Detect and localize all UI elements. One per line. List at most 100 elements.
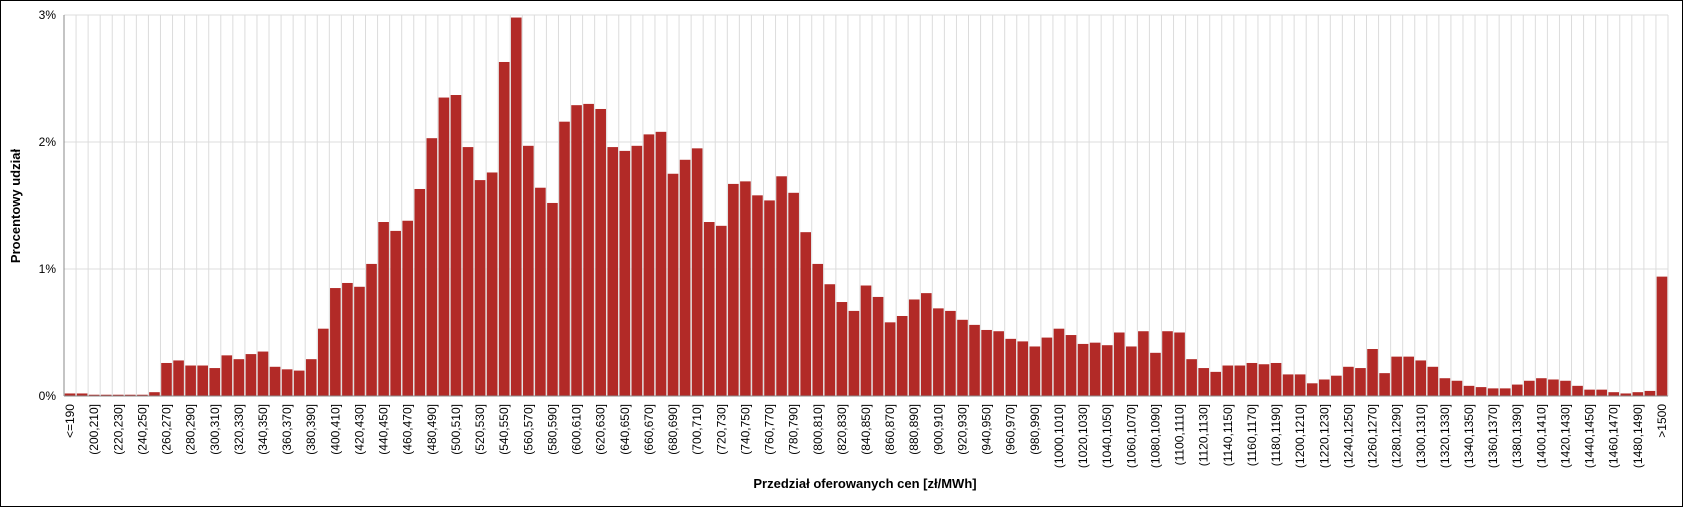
x-tick-label: (680,690] xyxy=(666,404,680,455)
x-tick-label: (1320,1330] xyxy=(1438,404,1452,468)
y-tick-label: 1% xyxy=(39,262,57,276)
x-tick-label: (1000,1010] xyxy=(1052,404,1066,468)
bar xyxy=(1644,390,1656,396)
x-tick-label: (1460,1470] xyxy=(1607,404,1621,468)
x-tick-label: (380,390] xyxy=(304,404,318,455)
bar xyxy=(462,147,474,396)
bar xyxy=(715,225,727,396)
x-tick-label: (460,470] xyxy=(401,404,415,455)
bar xyxy=(1560,380,1571,396)
x-tick-label: (520,530] xyxy=(473,404,487,455)
x-tick-label: (1020,1030] xyxy=(1076,404,1090,468)
x-tick-label: (340,350] xyxy=(256,404,270,455)
x-tick-label: (500,510] xyxy=(449,404,463,455)
x-tick-label: (1080,1090] xyxy=(1148,404,1162,468)
bar xyxy=(1427,366,1439,396)
bar xyxy=(125,394,136,396)
bar xyxy=(1475,387,1487,396)
bar xyxy=(523,145,534,396)
bar xyxy=(679,159,691,396)
x-tick-label: (440,450] xyxy=(377,404,391,455)
x-tick-label: (1040,1050] xyxy=(1100,404,1114,468)
bar xyxy=(112,394,124,396)
x-axis-label: Przedział oferowanych cen [zł/MWh] xyxy=(753,476,976,491)
x-tick-label: (540,550] xyxy=(497,404,511,455)
bar xyxy=(1463,385,1475,396)
bar xyxy=(1596,389,1607,396)
bar xyxy=(1270,362,1282,396)
bar xyxy=(619,150,631,396)
bar xyxy=(896,315,908,396)
x-tick-label: (840,850] xyxy=(859,404,873,455)
bar xyxy=(920,293,932,396)
x-tick-label: (280,290] xyxy=(184,404,198,455)
x-tick-label: (700,710] xyxy=(690,404,704,455)
x-tick-label: (980,990] xyxy=(1028,404,1042,455)
bar xyxy=(631,145,643,396)
x-tick-label: (620,630] xyxy=(594,404,608,455)
bar xyxy=(450,95,462,396)
bar xyxy=(1222,365,1234,396)
x-tick-label: (300,310] xyxy=(208,404,222,455)
bar xyxy=(1391,356,1402,396)
bar xyxy=(860,285,872,396)
x-tick-label: (1180,1190] xyxy=(1269,404,1283,466)
bar xyxy=(1499,388,1511,396)
x-tick-label: (1380,1390] xyxy=(1510,404,1524,468)
bar xyxy=(426,138,438,396)
x-tick-label: (1260,1270] xyxy=(1366,404,1380,468)
bar xyxy=(1210,371,1222,396)
bar xyxy=(1367,349,1378,396)
bar xyxy=(1041,337,1053,396)
bar xyxy=(655,131,667,396)
x-tick-label: (1340,1350] xyxy=(1462,404,1476,468)
x-tick-label: (780,790] xyxy=(787,404,801,455)
bar xyxy=(945,310,956,396)
bar xyxy=(1548,379,1559,396)
bar xyxy=(390,230,401,396)
x-tick-label: (580,590] xyxy=(545,404,559,455)
x-tick-label: (900,910] xyxy=(931,404,945,455)
x-tick-label: (220,230] xyxy=(111,404,125,455)
bar xyxy=(643,134,655,396)
bar xyxy=(1198,368,1209,396)
bar xyxy=(1029,346,1041,396)
x-tick-label: (920,930] xyxy=(955,404,969,455)
bar xyxy=(1403,356,1415,396)
bar xyxy=(1174,332,1185,396)
bar xyxy=(305,359,317,396)
bar xyxy=(1294,374,1306,396)
bar xyxy=(1005,338,1017,396)
bar xyxy=(257,351,269,396)
bar xyxy=(281,369,293,396)
bar xyxy=(583,103,594,397)
bar xyxy=(88,394,100,396)
bar xyxy=(317,328,329,396)
bar xyxy=(993,331,1004,396)
x-tick-label: (740,750] xyxy=(738,404,752,455)
x-tick-label: (320,330] xyxy=(232,404,246,455)
bar xyxy=(595,108,606,396)
bar xyxy=(1511,384,1523,396)
x-tick-label: (660,670] xyxy=(642,404,656,455)
x-tick-label: (720,730] xyxy=(714,404,728,455)
bar xyxy=(535,187,546,396)
bar xyxy=(1415,360,1427,396)
bar xyxy=(1439,378,1451,396)
x-tick-label: (1400,1410] xyxy=(1534,404,1548,468)
bar xyxy=(1101,345,1113,396)
bar xyxy=(245,354,257,396)
bar xyxy=(884,322,896,396)
y-axis-label: Procentowy udział xyxy=(8,149,23,264)
x-tick-label: (400,410] xyxy=(328,404,342,455)
bar xyxy=(1632,392,1644,396)
bar xyxy=(1186,359,1197,396)
x-tick-label: (1240,1250] xyxy=(1341,404,1355,468)
bar xyxy=(1258,364,1270,396)
x-tick-label: (1140,1150] xyxy=(1221,404,1235,466)
bar xyxy=(1620,393,1632,396)
bar xyxy=(402,220,414,396)
x-tick-label: (560,570] xyxy=(521,404,535,455)
bar xyxy=(607,147,619,396)
